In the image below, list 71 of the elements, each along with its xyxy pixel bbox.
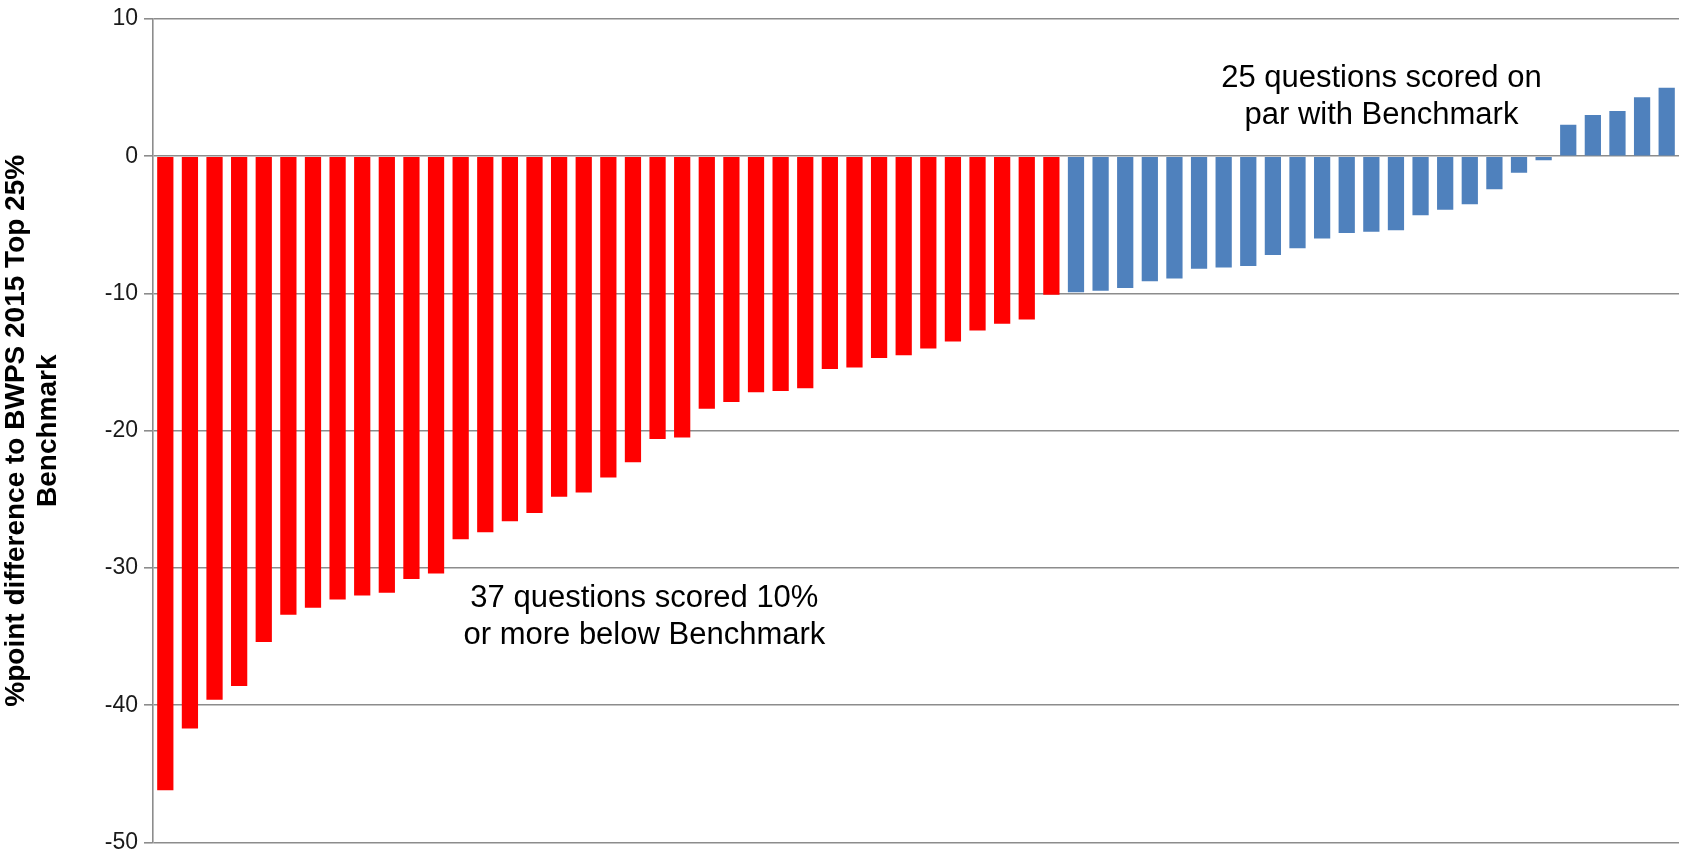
bar: [501, 157, 519, 522]
y-tick-label: 10: [112, 4, 138, 31]
bar: [575, 157, 592, 493]
bar: [1510, 157, 1528, 173]
bar: [969, 157, 986, 331]
bar: [821, 157, 838, 369]
bar: [1067, 157, 1085, 293]
bar: [231, 157, 248, 687]
y-tick-label: 0: [125, 141, 138, 168]
y-tick-label: -50: [104, 827, 138, 854]
bar: [600, 157, 617, 478]
bar: [526, 157, 543, 514]
bar: [1313, 157, 1331, 239]
bar: [378, 157, 395, 593]
y-tick-label: -20: [104, 416, 138, 443]
bar: [846, 157, 863, 368]
bar: [994, 157, 1011, 324]
bar: [1387, 157, 1405, 231]
bar: [772, 157, 789, 391]
bar: [944, 157, 962, 342]
bar: [427, 157, 445, 574]
bar: [698, 157, 715, 409]
y-axis-title: %point difference to BWPS 2015 Top 25% Benchmark: [0, 154, 63, 707]
bar: [1092, 157, 1109, 291]
bar: [1633, 97, 1651, 156]
bar: [157, 157, 174, 791]
bar: [1043, 157, 1060, 295]
annotation: 25 questions scored on par with Benchmark: [1221, 59, 1542, 132]
bar: [304, 157, 322, 608]
bar: [329, 157, 346, 600]
bar: [1461, 157, 1478, 205]
bar: [1117, 157, 1134, 289]
bar: [477, 157, 494, 533]
bar: [1363, 157, 1380, 232]
bar: [255, 157, 272, 643]
bar: [1018, 157, 1035, 320]
bar: [280, 157, 297, 615]
y-tick-label: -10: [104, 278, 138, 305]
bar: [1240, 157, 1257, 267]
y-tick-label: -40: [104, 690, 138, 717]
bar: [1437, 157, 1454, 210]
bar: [649, 157, 666, 439]
bar: [1412, 157, 1429, 216]
bar: [1215, 157, 1232, 268]
bar: [550, 157, 568, 497]
bar: [1609, 110, 1626, 156]
bar: [403, 157, 420, 579]
bar: [747, 157, 765, 393]
bar: [354, 157, 371, 596]
bar: [452, 157, 469, 540]
annotation: 37 questions scored 10% or more below Benchmark: [463, 578, 826, 652]
bar: [1658, 87, 1675, 156]
bar: [895, 157, 912, 356]
bar: [1289, 157, 1306, 249]
bar: [1486, 157, 1503, 190]
bar: [1190, 157, 1208, 269]
bar: [797, 157, 814, 389]
bar: [920, 157, 937, 349]
y-tick-label: -30: [104, 553, 138, 580]
bar: [870, 157, 888, 359]
bar: [1338, 157, 1355, 234]
bar: [181, 157, 199, 729]
bar: [1584, 115, 1601, 156]
bar: [723, 157, 740, 402]
bar: [1264, 157, 1282, 256]
bar: [1166, 157, 1183, 279]
bar: [1560, 124, 1577, 156]
bar: [674, 157, 691, 438]
bar: [206, 157, 223, 700]
bar: [1141, 157, 1158, 282]
bar: [624, 157, 642, 463]
